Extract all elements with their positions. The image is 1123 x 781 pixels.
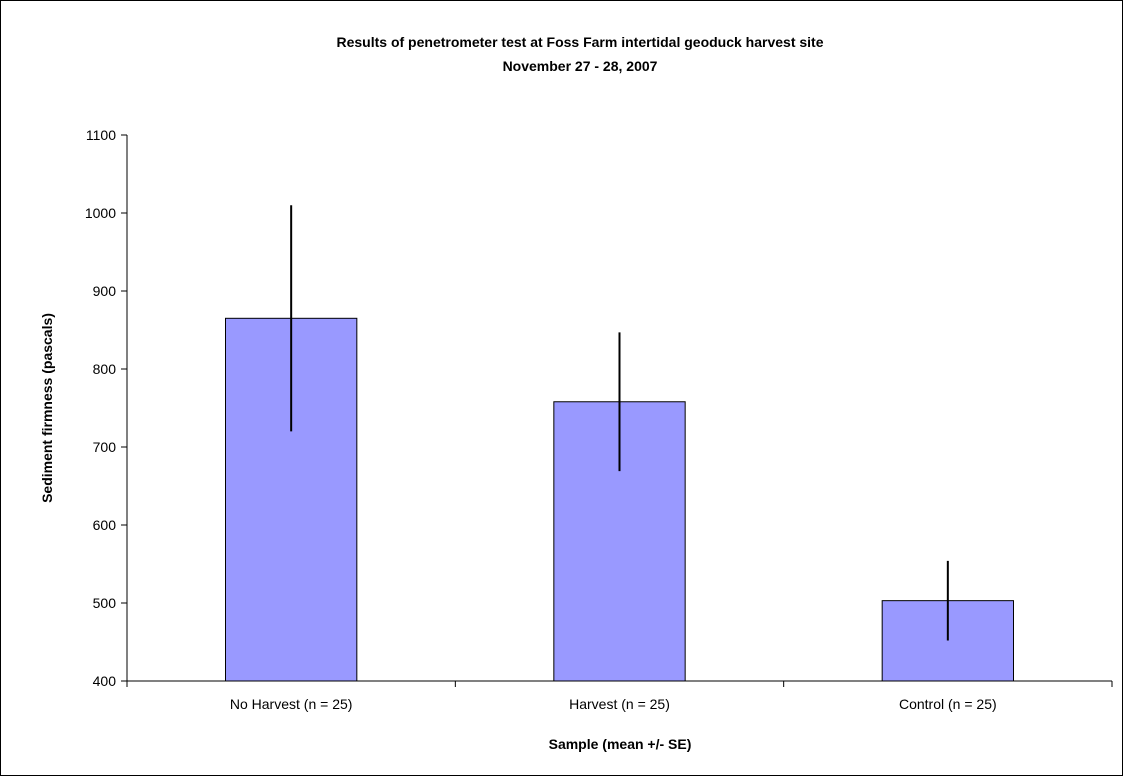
x-axis-title: Sample (mean +/- SE) bbox=[549, 736, 692, 752]
error-bars bbox=[290, 205, 949, 641]
y-tick-label: 1000 bbox=[85, 205, 116, 221]
y-tick-label: 800 bbox=[93, 361, 117, 377]
chart-subtitle: November 27 - 28, 2007 bbox=[503, 58, 658, 74]
x-tick-label: Harvest (n = 25) bbox=[569, 696, 670, 712]
y-tick-label: 700 bbox=[93, 439, 117, 455]
x-tick-label: Control (n = 25) bbox=[899, 696, 997, 712]
y-axis-ticks: 400 500 600 700 800 900 1000 1100 bbox=[85, 127, 127, 689]
chart-title: Results of penetrometer test at Foss Far… bbox=[336, 34, 823, 50]
x-axis-ticks: No Harvest (n = 25) Harvest (n = 25) Contr… bbox=[126, 681, 1113, 712]
y-tick-label: 1100 bbox=[86, 127, 116, 143]
y-tick-label: 500 bbox=[93, 595, 117, 611]
y-tick-label: 400 bbox=[93, 673, 117, 689]
y-tick-label: 900 bbox=[93, 283, 117, 299]
y-axis-title: Sediment firmness (pascals) bbox=[39, 313, 55, 503]
x-tick-label: No Harvest (n = 25) bbox=[230, 696, 353, 712]
y-tick-label: 600 bbox=[93, 517, 117, 533]
